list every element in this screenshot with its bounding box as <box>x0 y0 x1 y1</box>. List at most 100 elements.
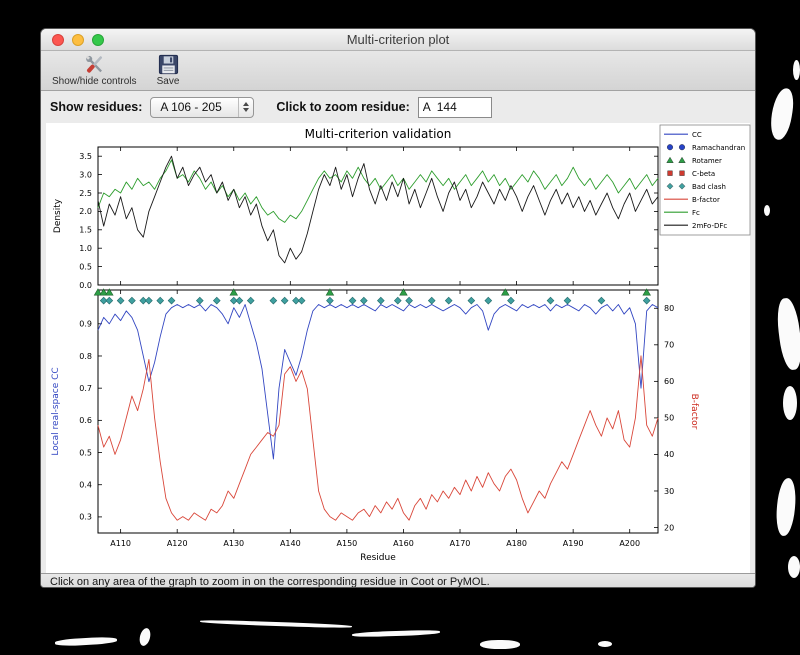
legend-marker-sample <box>678 156 686 163</box>
xlabel-residue: Residue <box>360 553 396 563</box>
legend-label: C-beta <box>692 170 715 178</box>
legend-label: Fc <box>692 209 700 217</box>
marker-bad-clash <box>292 296 300 305</box>
marker-bad-clash <box>139 296 148 305</box>
marker-bad-clash <box>167 296 176 305</box>
screen-artifact <box>199 619 353 629</box>
series-Fc <box>97 159 659 223</box>
marker-bad-clash <box>128 296 136 305</box>
multi-criterion-plot-window: Multi-criterion plot Show/hide controls <box>40 28 756 588</box>
marker-bad-clash <box>195 296 204 305</box>
screen-artifact <box>774 296 800 372</box>
marker-rotamer <box>99 288 108 296</box>
tick-label: A200 <box>619 539 640 548</box>
tick-label: 1.5 <box>79 226 92 235</box>
tick-label: 30 <box>664 487 674 496</box>
marker-rotamer <box>229 288 239 296</box>
tick-label: A190 <box>563 539 584 548</box>
validation-figure[interactable]: Multi-criterion validation Density Local r… <box>46 123 752 571</box>
save-icon <box>158 54 178 75</box>
screen-artifact <box>768 86 796 142</box>
marker-rotamer <box>399 288 408 296</box>
tick-label: 1.0 <box>79 244 92 253</box>
controls-row: Show residues: A 106 - 205 Click to zoom… <box>41 91 755 123</box>
tick-label: 0.3 <box>79 513 92 522</box>
show-residues-dropdown[interactable]: A 106 - 205 <box>150 96 255 118</box>
zoom-residue-input[interactable] <box>417 96 492 118</box>
legend-marker-sample <box>667 144 674 151</box>
tick-label: A150 <box>337 539 358 548</box>
marker-bad-clash <box>99 296 108 305</box>
close-button[interactable] <box>52 34 64 46</box>
stepper-arrows-icon <box>238 97 253 117</box>
tick-label: A170 <box>450 539 471 548</box>
legend-label: 2mFo-DFc <box>692 222 727 230</box>
marker-bad-clash <box>360 296 368 305</box>
tick-label: 2.0 <box>79 207 92 216</box>
legend-marker-sample <box>666 156 674 163</box>
tick-label: 70 <box>664 341 674 350</box>
marker-rotamer <box>105 288 114 296</box>
tick-label: 60 <box>664 377 674 386</box>
show-hide-controls-button[interactable]: Show/hide controls <box>49 53 140 87</box>
ylabel-density: Density <box>53 198 63 233</box>
marker-bad-clash <box>546 296 555 305</box>
traffic-lights <box>52 34 104 46</box>
screen-artifact <box>788 556 800 578</box>
legend-marker-sample <box>667 170 673 176</box>
legend-marker-sample <box>679 144 686 151</box>
top-plot-frame <box>97 146 659 286</box>
tick-label: 0.4 <box>79 481 92 490</box>
title-bar[interactable]: Multi-criterion plot <box>41 29 755 51</box>
marker-bad-clash <box>642 296 651 305</box>
marker-bad-clash <box>212 296 221 305</box>
tick-label: 0.5 <box>79 448 92 457</box>
tick-label: A110 <box>110 539 131 548</box>
screen-artifact <box>783 386 797 420</box>
minimize-button[interactable] <box>72 34 84 46</box>
marker-rotamer <box>325 288 335 296</box>
legend-box <box>659 124 751 236</box>
tick-label: 2.5 <box>79 189 92 198</box>
show-hide-controls-label: Show/hide controls <box>52 76 137 87</box>
tick-label: 0.6 <box>79 416 92 425</box>
series-2mFo-DFc <box>97 155 659 264</box>
zoom-button[interactable] <box>92 34 104 46</box>
marker-bad-clash <box>229 296 238 305</box>
marker-bad-clash <box>597 296 606 305</box>
marker-bad-clash <box>348 296 357 305</box>
status-bar: Click on any area of the graph to zoom i… <box>41 573 755 587</box>
save-label: Save <box>156 76 180 87</box>
marker-bad-clash <box>484 296 493 305</box>
marker-bad-clash <box>326 296 334 305</box>
arrow-down-icon <box>243 108 250 112</box>
marker-bad-clash <box>563 296 572 305</box>
tick-label: 20 <box>664 523 674 532</box>
marker-bad-clash <box>405 296 413 305</box>
legend-label: B-factor <box>692 196 720 204</box>
tick-label: 40 <box>664 450 674 459</box>
tick-label: 80 <box>664 304 674 313</box>
marker-rotamer <box>501 288 510 296</box>
zoom-residue-label: Click to zoom residue: <box>276 100 410 114</box>
marker-bad-clash <box>507 296 515 305</box>
arrow-up-icon <box>243 102 250 106</box>
marker-bad-clash <box>269 296 278 305</box>
marker-bad-clash <box>444 296 453 305</box>
screen-artifact <box>480 640 520 649</box>
marker-bad-clash <box>145 296 153 305</box>
marker-bad-clash <box>105 296 114 305</box>
toolbar: Show/hide controls Save <box>41 51 755 91</box>
marker-bad-clash <box>280 296 289 305</box>
save-button[interactable]: Save <box>154 53 183 87</box>
marker-bad-clash <box>235 296 244 305</box>
series-B-factor <box>97 355 659 521</box>
tick-label: 0.5 <box>79 262 92 271</box>
screen-artifact <box>774 477 798 537</box>
legend-marker-sample <box>666 182 674 190</box>
series-CC <box>97 304 659 460</box>
window-title: Multi-criterion plot <box>346 32 450 47</box>
figure-panel: Multi-criterion validation Density Local r… <box>46 123 752 573</box>
legend-label: CC <box>692 131 702 139</box>
marker-bad-clash <box>297 296 306 305</box>
